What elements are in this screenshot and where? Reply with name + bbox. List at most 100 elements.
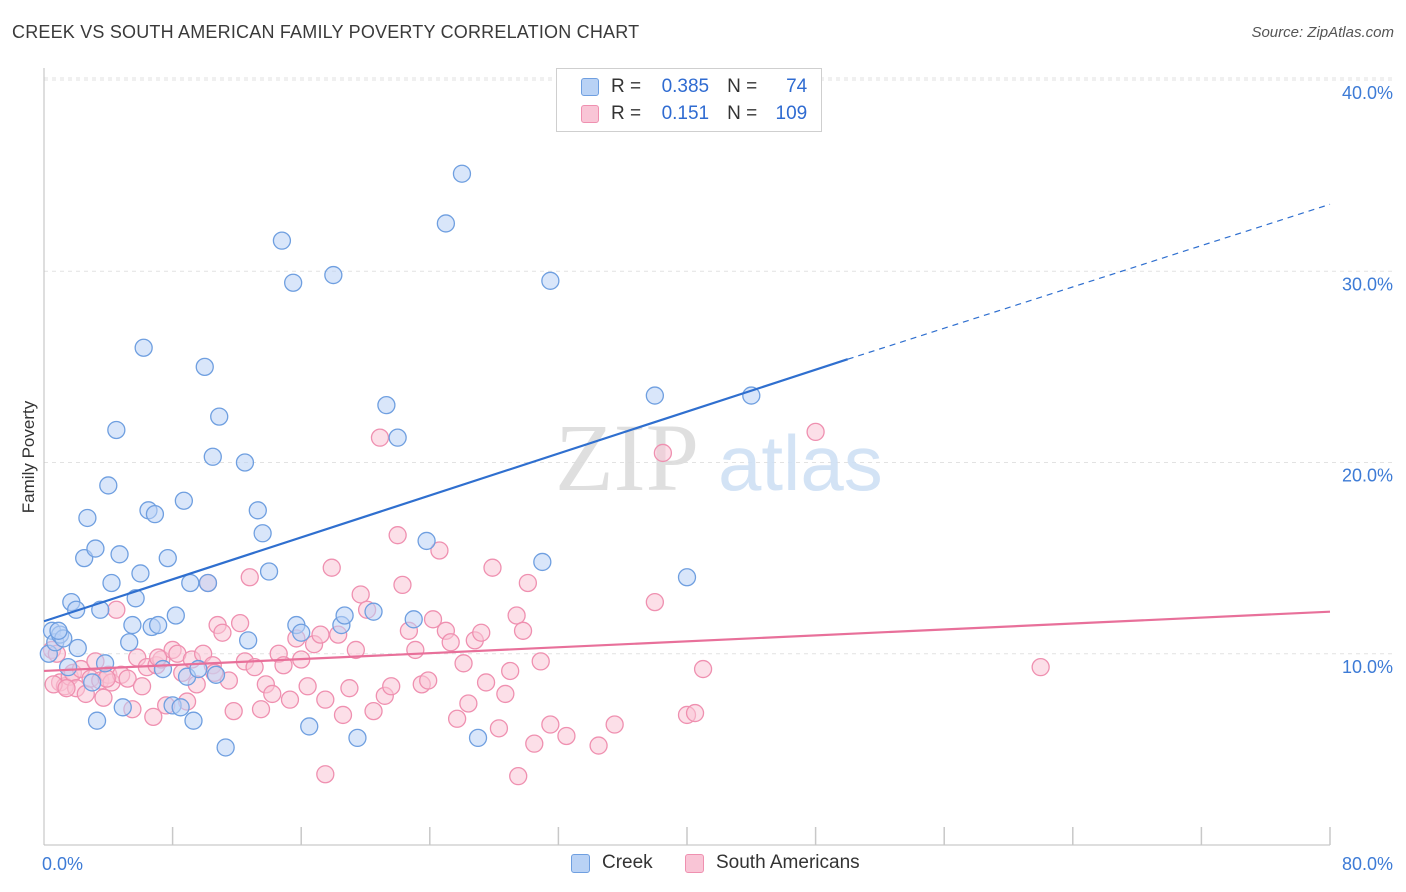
creek-point <box>452 164 472 183</box>
south-americans-point <box>541 715 560 734</box>
creek-point <box>259 562 279 581</box>
creek-point <box>239 631 258 650</box>
creek-point <box>123 615 142 635</box>
y-axis-label: Family Poverty <box>19 400 38 513</box>
creek-point <box>541 271 560 290</box>
creek-point <box>324 265 343 285</box>
watermark: ZIP atlas <box>555 404 883 511</box>
tick-labels: 10.0% 20.0% 30.0% 40.0% 0.0% 80.0% <box>42 83 1393 874</box>
trend-lines <box>43 203 1331 673</box>
creek-point <box>335 606 354 625</box>
south-americans-points <box>42 422 1050 786</box>
creek-point <box>364 602 383 621</box>
south-americans-point <box>251 700 271 719</box>
source-credit: Source: ZipAtlas.com <box>1251 24 1394 41</box>
south-americans-point <box>280 690 300 709</box>
south-americans-point <box>245 657 264 677</box>
creek-point <box>181 573 200 593</box>
south-americans-point <box>57 679 76 698</box>
south-americans-point <box>441 633 460 652</box>
south-americans-point <box>489 719 509 738</box>
south-americans-point <box>107 600 126 619</box>
correlation-legend: R = 0.385 N = 74 R = 0.151 N = 109 <box>556 68 822 132</box>
creek-point <box>533 552 552 572</box>
south-americans-point <box>557 726 576 746</box>
south-americans-point <box>423 610 443 629</box>
creek-point <box>195 357 214 377</box>
creek-points <box>39 164 761 757</box>
creek-point <box>198 573 218 593</box>
south-americans-point <box>311 625 330 644</box>
south-n-label: N = <box>727 103 758 124</box>
x-tick-label: 80.0% <box>1342 854 1393 874</box>
south-americans-point <box>240 568 259 587</box>
chart-title: CREEK VS SOUTH AMERICAN FAMILY POVERTY C… <box>12 22 640 42</box>
south-americans-point <box>653 443 673 463</box>
creek-point <box>248 501 267 520</box>
south-americans-point <box>476 673 496 692</box>
south-americans-point <box>333 705 353 725</box>
creek-point <box>91 600 110 619</box>
creek-point <box>377 395 396 415</box>
south-americans-point <box>447 709 467 728</box>
creek-trend-extension <box>847 203 1331 360</box>
south-americans-point <box>496 684 515 704</box>
creek-point <box>171 698 190 717</box>
creek-point <box>102 573 121 593</box>
creek-trend-line <box>43 358 849 623</box>
south-americans-point <box>322 558 341 577</box>
south-americans-point <box>685 703 705 723</box>
creek-point <box>174 491 194 510</box>
south-americans-point <box>94 688 113 707</box>
south-americans-point <box>351 585 370 604</box>
creek-point <box>677 568 697 587</box>
creek-point <box>86 539 105 558</box>
creek-point <box>99 476 118 495</box>
legend-creek-swatch <box>571 853 590 873</box>
south-americans-point <box>419 671 438 690</box>
south-americans-point <box>364 701 383 721</box>
creek-point <box>110 545 129 564</box>
south-americans-point <box>346 640 366 660</box>
creek-point <box>145 504 165 524</box>
south-americans-point <box>118 669 137 688</box>
south-americans-point <box>507 606 526 625</box>
south-americans-point <box>518 573 538 593</box>
y-tick-label: 40.0% <box>1342 83 1393 103</box>
south-americans-point <box>213 623 232 642</box>
creek-n-label: N = <box>727 76 758 97</box>
south-americans-point <box>472 623 491 642</box>
creek-point <box>184 711 203 730</box>
creek-point <box>210 407 229 426</box>
creek-point <box>49 621 68 640</box>
south-americans-point <box>501 661 520 681</box>
south-americans-point <box>1031 657 1050 677</box>
y-tick-label: 30.0% <box>1342 274 1393 294</box>
creek-point <box>113 698 132 717</box>
creek-point <box>68 638 87 658</box>
south-americans-point <box>509 767 528 786</box>
creek-point <box>153 659 173 679</box>
south-americans-point <box>370 428 390 447</box>
creek-r-label: R = <box>611 76 642 97</box>
y-tick-label: 20.0% <box>1342 466 1393 486</box>
south-americans-swatch <box>581 105 599 123</box>
creek-point <box>216 738 235 757</box>
south-americans-point <box>263 684 282 704</box>
south-americans-point <box>393 575 412 595</box>
creek-swatch <box>581 78 599 96</box>
south-americans-point <box>340 679 359 698</box>
legend-creek-label: Creek <box>602 852 653 873</box>
south-r-value: 0.151 <box>661 103 710 124</box>
creek-point <box>148 615 168 635</box>
legend-row-south-americans: R = 0.151 N = 109 <box>581 102 807 126</box>
south-americans-point <box>531 652 550 671</box>
creek-point <box>158 548 177 568</box>
south-americans-point <box>430 541 449 560</box>
creek-point <box>166 606 185 625</box>
creek-point <box>235 453 255 472</box>
creek-point <box>468 728 488 748</box>
south-americans-point <box>605 715 624 734</box>
creek-point <box>388 428 407 447</box>
